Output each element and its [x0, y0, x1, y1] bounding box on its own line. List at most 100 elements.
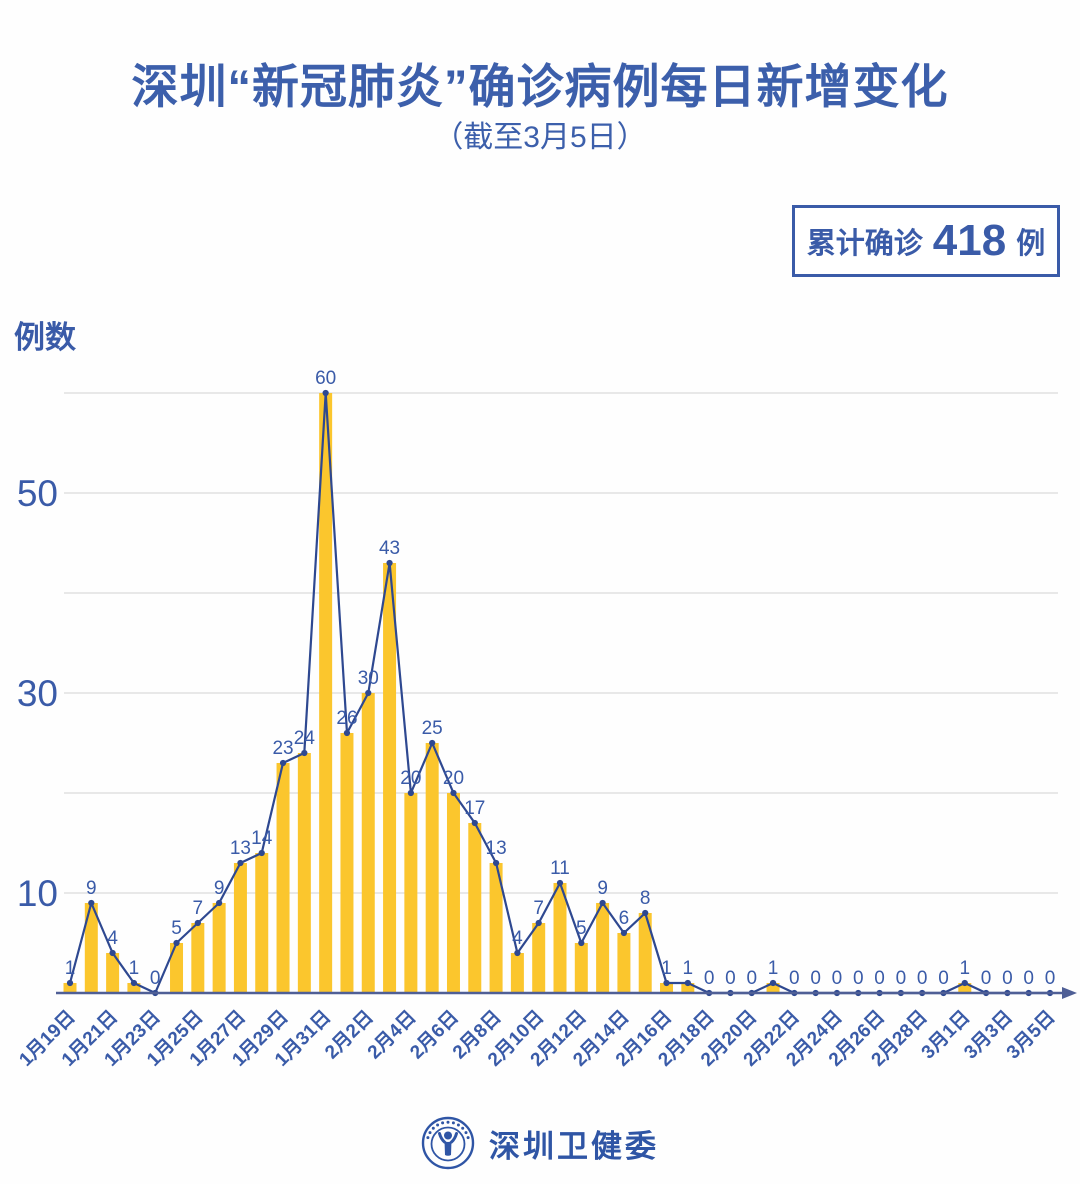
- data-point: [599, 899, 606, 907]
- health-commission-logo-icon: [421, 1116, 475, 1170]
- bar: [170, 943, 184, 993]
- data-point: [450, 789, 457, 797]
- data-point: [194, 919, 201, 927]
- bar: [660, 983, 674, 993]
- value-label: 1: [65, 958, 76, 979]
- bar: [191, 923, 205, 993]
- value-label: 0: [746, 968, 757, 989]
- value-label: 0: [810, 968, 821, 989]
- bar: [553, 883, 567, 993]
- data-point: [642, 909, 649, 917]
- data-point: [578, 939, 585, 947]
- logo-rim-dot: [456, 1123, 460, 1127]
- bar: [127, 983, 141, 993]
- value-label: 11: [550, 858, 570, 879]
- value-label: 17: [464, 798, 485, 819]
- data-point: [684, 979, 691, 987]
- y-axis-title: 例数: [14, 320, 76, 355]
- value-label: 0: [725, 968, 736, 989]
- badge-unit: 例: [1016, 228, 1046, 260]
- value-label: 0: [1002, 968, 1013, 989]
- value-label: 0: [853, 968, 864, 989]
- value-label: 26: [336, 708, 357, 729]
- org-name: 深圳卫健委: [489, 1128, 659, 1164]
- value-label: 1: [768, 958, 779, 979]
- value-label: 1: [683, 958, 694, 979]
- data-point: [556, 879, 564, 887]
- bar: [63, 983, 77, 993]
- data-point: [514, 949, 521, 957]
- bar: [361, 693, 375, 993]
- data-point: [343, 729, 351, 737]
- bar: [383, 563, 397, 993]
- value-label: 20: [443, 768, 464, 789]
- logo-rim-dot: [436, 1123, 440, 1127]
- value-label: 0: [981, 968, 992, 989]
- bar: [319, 393, 333, 993]
- bar: [84, 903, 98, 993]
- value-label: 0: [938, 968, 949, 989]
- y-tick-label: 10: [17, 873, 58, 914]
- value-label: 0: [874, 968, 885, 989]
- value-label: 4: [107, 928, 118, 949]
- x-axis-arrow: [1062, 987, 1077, 999]
- data-point: [407, 789, 414, 797]
- bar: [638, 913, 652, 993]
- bar: [276, 763, 290, 993]
- logo-rim-dot: [426, 1136, 430, 1140]
- page-subtitle: （截至3月5日）: [433, 121, 647, 154]
- data-point: [279, 759, 287, 767]
- bar: [766, 983, 780, 993]
- data-point: [429, 739, 436, 747]
- value-label: 1: [959, 958, 970, 979]
- bar: [233, 863, 247, 993]
- data-point: [88, 899, 95, 907]
- data-point: [386, 559, 393, 567]
- bar: [212, 903, 226, 993]
- data-point: [620, 929, 628, 937]
- data-point: [237, 859, 244, 867]
- value-label: 13: [230, 838, 251, 859]
- value-label: 5: [576, 918, 587, 939]
- cumulative-total-badge: 累计确诊 418 例: [792, 205, 1060, 277]
- value-label: 5: [171, 918, 182, 939]
- bar: [532, 923, 546, 993]
- bar: [489, 863, 503, 993]
- data-point: [173, 939, 180, 947]
- data-point: [471, 819, 478, 827]
- value-label: 9: [86, 878, 97, 899]
- value-label: 60: [315, 368, 336, 389]
- y-tick-label: 50: [17, 473, 58, 514]
- logo-rim-dot: [464, 1131, 468, 1135]
- logo-rim-dot: [431, 1126, 435, 1130]
- value-label: 0: [832, 968, 843, 989]
- value-label: 8: [640, 888, 651, 909]
- data-point: [109, 949, 116, 957]
- bar: [468, 823, 482, 993]
- data-point: [365, 689, 372, 697]
- logo-rim-dot: [446, 1120, 450, 1124]
- data-point: [769, 979, 777, 987]
- value-label: 24: [294, 728, 316, 749]
- bar: [340, 733, 354, 993]
- data-point: [66, 979, 74, 987]
- value-label: 0: [917, 968, 928, 989]
- bar: [404, 793, 418, 993]
- value-label: 43: [379, 538, 400, 559]
- logo-rim-dot: [451, 1121, 455, 1125]
- bar: [617, 933, 631, 993]
- bar: [297, 753, 311, 993]
- value-label: 0: [896, 968, 907, 989]
- x-tick-label: 3月5日: [1003, 1007, 1060, 1064]
- value-label: 7: [193, 898, 204, 919]
- value-label: 14: [251, 828, 273, 849]
- bar: [510, 953, 524, 993]
- value-label: 23: [272, 738, 293, 759]
- logo-rim-dot: [461, 1126, 465, 1130]
- value-label: 0: [1023, 968, 1034, 989]
- value-label: 6: [619, 908, 630, 929]
- value-label: 30: [358, 668, 379, 689]
- value-label: 1: [129, 958, 140, 979]
- value-label: 7: [533, 898, 544, 919]
